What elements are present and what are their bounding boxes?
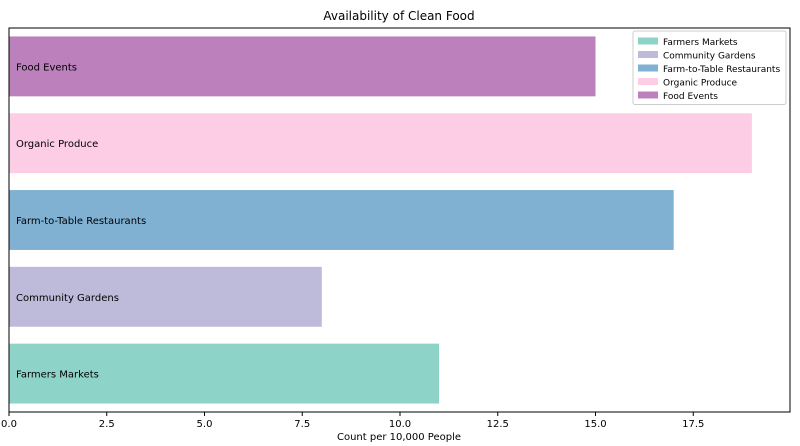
bar-label-food-events: Food Events: [16, 62, 77, 73]
bar-farm-to-table-restaurants: [9, 190, 674, 250]
legend-swatch-farm-to-table-restaurants: [638, 64, 658, 72]
x-axis-label: Count per 10,000 People: [337, 432, 461, 443]
legend-label-food-events: Food Events: [663, 92, 718, 102]
bar-organic-produce: [9, 113, 752, 174]
bar-labels-group: Farmers Markets Community Gardens Farm-to-…: [16, 62, 146, 380]
x-axis: 0.0 2.5 5.0 7.5 10.0 12.5 15.0 17.5: [1, 412, 704, 430]
x-tick-label: 10.0: [389, 419, 411, 430]
x-tick-label: 2.5: [99, 419, 115, 430]
x-tick-label: 15.0: [584, 419, 606, 430]
legend-label-farm-to-table-restaurants: Farm-to-Table Restaurants: [663, 65, 780, 75]
bar-farmers-markets: [9, 343, 440, 404]
legend-swatch-organic-produce: [638, 78, 658, 85]
legend-swatch-food-events: [638, 91, 658, 99]
bar-label-farm-to-table-restaurants: Farm-to-Table Restaurants: [16, 216, 146, 227]
legend-swatch-community-gardens: [638, 51, 658, 58]
x-tick-label: 12.5: [487, 419, 509, 430]
x-tick-label: 5.0: [197, 419, 213, 430]
bar-label-community-gardens: Community Gardens: [16, 293, 119, 304]
legend: Farmers Markets Community Gardens Farm-to-…: [632, 30, 787, 105]
bar-community-gardens: [9, 266, 322, 327]
x-tick-label: 17.5: [682, 419, 704, 430]
legend-label-farmers-markets: Farmers Markets: [663, 38, 738, 48]
bar-label-farmers-markets: Farmers Markets: [16, 370, 99, 381]
legend-label-organic-produce: Organic Produce: [663, 79, 738, 89]
bar-label-organic-produce: Organic Produce: [16, 139, 98, 150]
legend-box: [632, 30, 787, 105]
bar-food-events: [9, 36, 596, 97]
legend-swatch-farmers-markets: [638, 37, 658, 45]
x-tick-label: 7.5: [294, 419, 310, 430]
legend-label-community-gardens: Community Gardens: [663, 52, 756, 62]
chart-title: Availability of Clean Food: [323, 9, 474, 23]
bars-group: [9, 36, 752, 404]
x-tick-label: 0.0: [1, 419, 17, 430]
